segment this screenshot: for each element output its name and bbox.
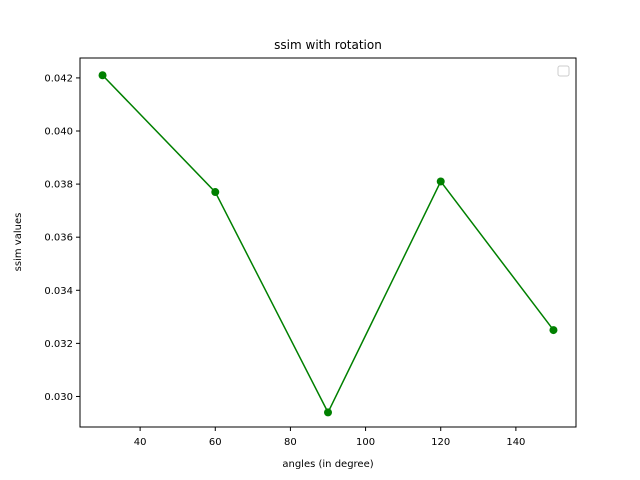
x-tick-label: 60 [209,437,222,448]
y-axis-label: ssim values [13,213,24,272]
x-tick-label: 140 [506,437,525,448]
x-tick-label: 100 [356,437,375,448]
y-tick-label: 0.038 [44,180,73,191]
chart-title: ssim with rotation [274,38,382,52]
y-tick-label: 0.034 [44,286,73,297]
plot-frame [79,57,577,428]
y-tick-label: 0.042 [44,73,73,84]
y-tick-label: 0.032 [44,339,73,350]
x-axis-ticks: 40 60 80 100 120 140 [134,427,525,448]
y-tick-label: 0.036 [44,233,73,244]
x-tick-label: 80 [284,437,297,448]
y-axis-ticks: 0.030 0.032 0.034 0.036 0.038 0.040 0.042 [44,73,80,403]
data-point [436,177,445,186]
data-point [211,188,220,197]
y-tick-label: 0.030 [44,392,73,403]
data-point [98,71,107,80]
data-point [324,408,332,417]
legend-box [557,65,570,77]
x-tick-label: 40 [134,437,147,448]
x-tick-label: 120 [431,437,450,448]
series-layer [98,71,558,417]
data-point [549,326,558,335]
y-tick-label: 0.040 [44,127,73,138]
x-axis-label: angles (in degree) [282,459,373,470]
